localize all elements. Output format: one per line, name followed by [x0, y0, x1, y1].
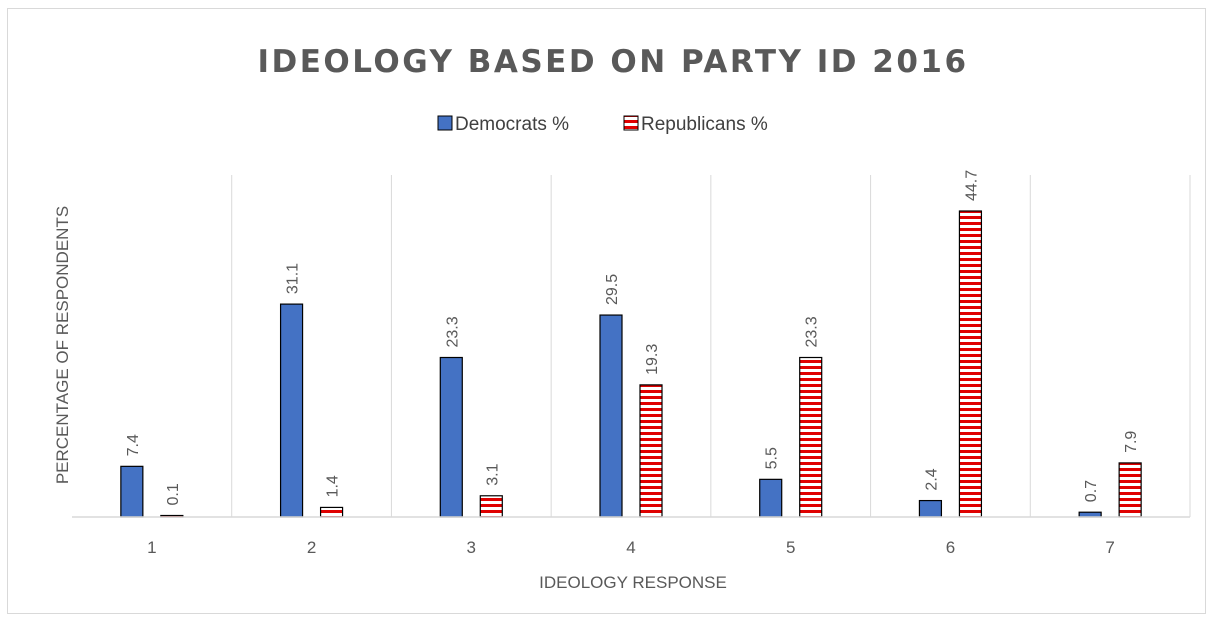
bar-republicans	[319, 506, 344, 518]
data-label: 44.7	[963, 170, 980, 201]
bar-democrats	[439, 356, 463, 518]
gridlines	[231, 175, 1191, 517]
legend: Democrats % Republicans %	[437, 114, 768, 135]
bar-republicans	[958, 210, 983, 518]
data-label: 3.1	[484, 463, 501, 485]
bar-democrats	[279, 303, 304, 518]
y-axis-title: PERCENTAGE OF RESPONDENTS	[53, 206, 72, 484]
data-label: 5.5	[764, 447, 781, 469]
x-tick-label: 6	[946, 538, 955, 557]
data-label: 19.3	[644, 344, 661, 375]
x-tick-label: 5	[786, 538, 795, 557]
bars	[120, 210, 1142, 518]
data-label: 7.4	[125, 434, 142, 456]
legend-label-republicans: Republicans %	[641, 114, 768, 135]
x-tick-label: 2	[307, 538, 316, 557]
x-tick-label: 4	[626, 538, 635, 557]
legend-label-democrats: Democrats %	[455, 114, 569, 135]
x-axis-title: IDEOLOGY RESPONSE	[539, 573, 727, 592]
x-tick-label: 3	[467, 538, 476, 557]
x-tick-label: 1	[147, 538, 156, 557]
bar-republicans	[799, 356, 823, 518]
bar-democrats	[599, 314, 623, 518]
data-label: 0.7	[1083, 480, 1100, 502]
bar-democrats	[759, 478, 783, 518]
bar-republicans	[639, 384, 663, 518]
x-tick-label: 7	[1105, 538, 1114, 557]
bar-republicans	[479, 495, 503, 518]
data-label: 7.9	[1123, 431, 1140, 453]
chart-title: IDEOLOGY BASED ON PARTY ID 2016	[257, 44, 968, 80]
data-labels: 7.4 0.1 31.1 1.4 23.3 3.1 29.5 19.3 5.5 23.3 2.4 44…	[125, 170, 1140, 506]
data-label: 23.3	[444, 316, 461, 347]
data-label: 23.3	[804, 316, 821, 347]
legend-swatch-republicans	[623, 115, 639, 131]
data-label: 1.4	[325, 475, 342, 497]
data-label: 2.4	[923, 468, 940, 490]
data-label: 29.5	[604, 274, 621, 305]
bar-republicans	[1118, 462, 1142, 518]
data-label: 0.1	[165, 483, 182, 505]
x-tick-labels: 1 2 3 4 5 6 7	[147, 538, 1115, 557]
legend-swatch-democrats	[437, 115, 453, 131]
bar-democrats	[120, 465, 144, 518]
bar-democrats	[918, 499, 943, 518]
data-label: 31.1	[285, 263, 302, 294]
